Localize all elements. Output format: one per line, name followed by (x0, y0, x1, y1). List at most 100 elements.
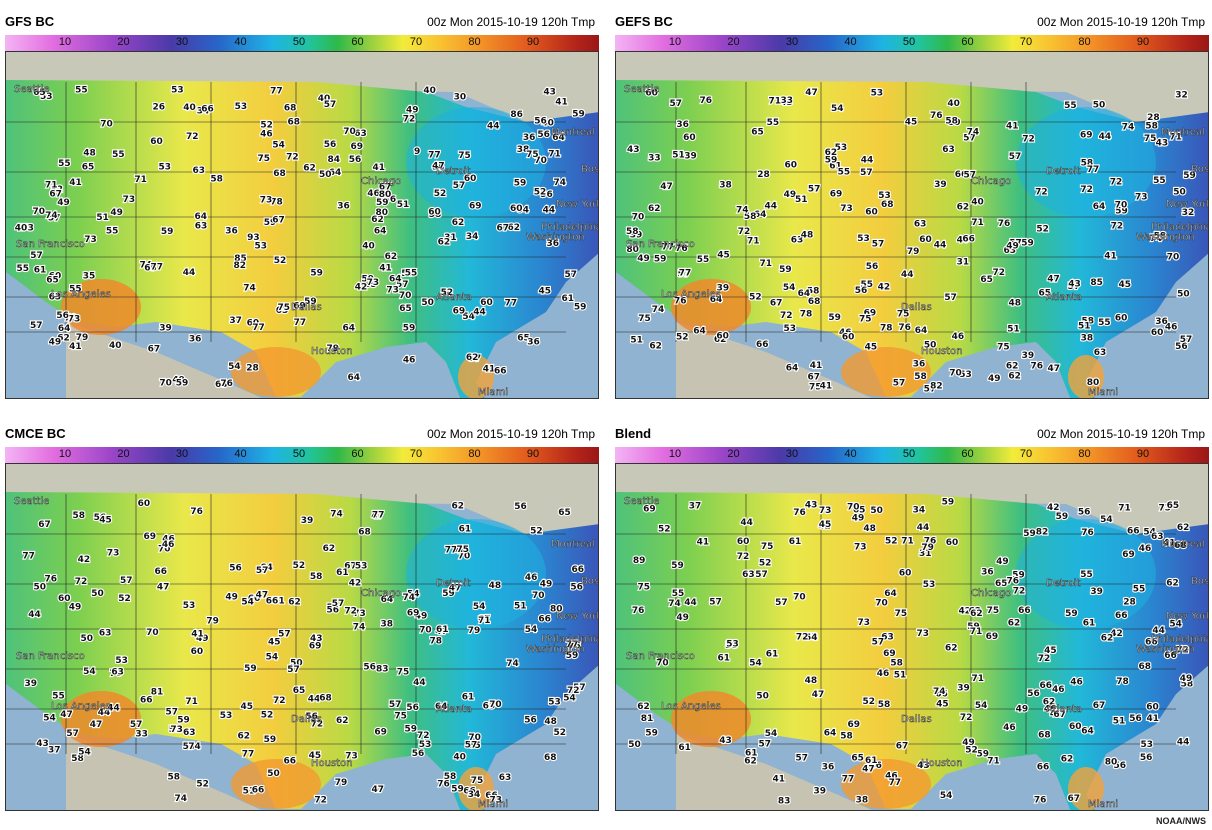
temperature-value: 83 (376, 665, 389, 675)
temperature-value: 47 (1048, 364, 1061, 374)
temperature-value: 53 (183, 601, 196, 611)
temperature-value: 57 (332, 599, 345, 609)
temperature-value: 40 (423, 86, 436, 96)
temperature-value: 57 (893, 379, 906, 389)
temperature-value: 53 (1141, 740, 1154, 750)
temperature-value: 57 (755, 570, 768, 580)
temperature-value: 70 (1167, 253, 1180, 263)
temperature-value: 78 (1116, 677, 1129, 687)
city-label: Los Angeles (51, 701, 111, 712)
temperature-value: 85 (1090, 278, 1103, 288)
temperature-value: 76 (930, 111, 943, 121)
temperature-value: 80 (1087, 378, 1100, 388)
temperature-value: 73 (345, 752, 358, 762)
temperature-value: 61 (462, 693, 475, 703)
temperature-value: 40 (15, 223, 28, 233)
temperature-value: 60 (1115, 313, 1128, 323)
colorbar-tick-label: 50 (292, 36, 306, 48)
temperature-value: 82 (1036, 528, 1049, 538)
temperature-value: 36 (913, 359, 926, 369)
temperature-value: 36 (676, 120, 689, 130)
temperature-value: 41 (1104, 251, 1117, 261)
temperature-value: 49 (962, 738, 975, 748)
temperature-value: 40 (541, 119, 554, 129)
temperature-value: 50 (34, 583, 47, 593)
temperature-value: 59 (566, 651, 579, 661)
temperature-value: 49 (637, 254, 650, 264)
temperature-value: 45 (268, 637, 281, 647)
temperature-value: 44 (917, 523, 930, 533)
map-canvas: 9526060595957524941346362565759555840363… (6, 52, 598, 398)
temperature-value: 56 (363, 663, 376, 673)
temperature-value: 36 (337, 202, 350, 212)
temperature-value: 57 (30, 251, 43, 261)
temperature-value: 65 (399, 304, 412, 314)
temperature-value: 53 (115, 656, 128, 666)
temperature-value: 80 (626, 245, 639, 255)
temperature-value: 54 (473, 602, 486, 612)
temperature-value: 56 (1140, 753, 1153, 763)
temperature-value: 61 (766, 650, 779, 660)
temperature-value: 54 (805, 633, 818, 643)
city-label: Atlanta (1046, 704, 1082, 715)
temperature-value: 52 (530, 527, 543, 537)
temperature-value: 62 (648, 204, 661, 214)
temperature-value: 38 (1081, 333, 1094, 343)
temperature-value: 76 (1007, 576, 1020, 586)
colorbar-tick-label: 90 (526, 36, 540, 48)
temperature-value: 44 (543, 206, 556, 216)
temperature-value: 57 (465, 741, 478, 751)
temperature-value: 50 (870, 506, 883, 516)
temperature-value: 46 (162, 535, 175, 545)
temperature-value: 74 (506, 659, 519, 669)
temperature-value: 63 (183, 728, 196, 738)
colorbar-tick-label: 60 (961, 36, 974, 48)
temperature-value: 60 (247, 319, 260, 329)
temperature-value: 36 (225, 227, 238, 237)
temperature-value: 64 (786, 363, 799, 373)
temperature-value: 80 (379, 190, 392, 200)
temperature-value: 74 (967, 128, 980, 138)
temperature-value: 57 (924, 384, 937, 394)
temperature-value: 52 (965, 745, 978, 755)
temperature-value: 57 (66, 729, 79, 739)
temperature-value: 57 (860, 168, 873, 178)
map-canvas: 5459615957545244396256545860595957504941… (616, 464, 1208, 810)
temperature-map: 57 57 60 62 59 58 48 54 52 57 56 58 51 47 46 56 59 54 53 66… (5, 463, 599, 811)
temperature-value: 63 (215, 380, 228, 390)
temperature-value: 69 (469, 201, 482, 211)
temperature-value: 43 (1068, 280, 1081, 290)
temperature-value: 72 (314, 795, 327, 805)
city-label: Montreal (551, 127, 595, 138)
temperature-value: 49 (69, 602, 82, 612)
temperature-value: 45 (717, 251, 730, 261)
temperature-value: 53 (857, 234, 870, 244)
temperature-value: 48 (1009, 299, 1022, 309)
temperature-value: 56 (524, 715, 537, 725)
temperature-value: 74 (652, 305, 665, 315)
temperature-value: 41 (810, 361, 823, 371)
temperature-value: 67 (808, 373, 821, 383)
temperature-value: 47 (805, 88, 818, 98)
city-label: Atlanta (436, 704, 472, 715)
temperature-value: 60 (510, 204, 523, 214)
temperature-value: 52 (806, 633, 819, 643)
temperature-value: 55 (52, 691, 65, 701)
temperature-value: 76 (998, 219, 1011, 229)
temperature-value: 41 (773, 774, 786, 784)
temperature-value: 76 (1031, 362, 1044, 372)
city-label: Houston (921, 758, 963, 769)
temperature-value: 38 (856, 796, 869, 806)
temperature-value: 69 (883, 649, 896, 659)
temperature-value: 50 (319, 170, 332, 180)
temperature-value: 50 (267, 769, 280, 779)
temperature-value: 68 (881, 200, 894, 210)
temperature-value: 40 (957, 236, 970, 246)
temperature-value: 43 (780, 98, 793, 108)
temperature-value: 69 (848, 720, 861, 730)
temperature-value: 65 (1167, 501, 1180, 511)
temperature-value: 60 (683, 133, 696, 143)
temperature-value: 75 (457, 545, 470, 555)
temperature-value: 73 (917, 629, 930, 639)
temperature-value: 64 (824, 729, 837, 739)
